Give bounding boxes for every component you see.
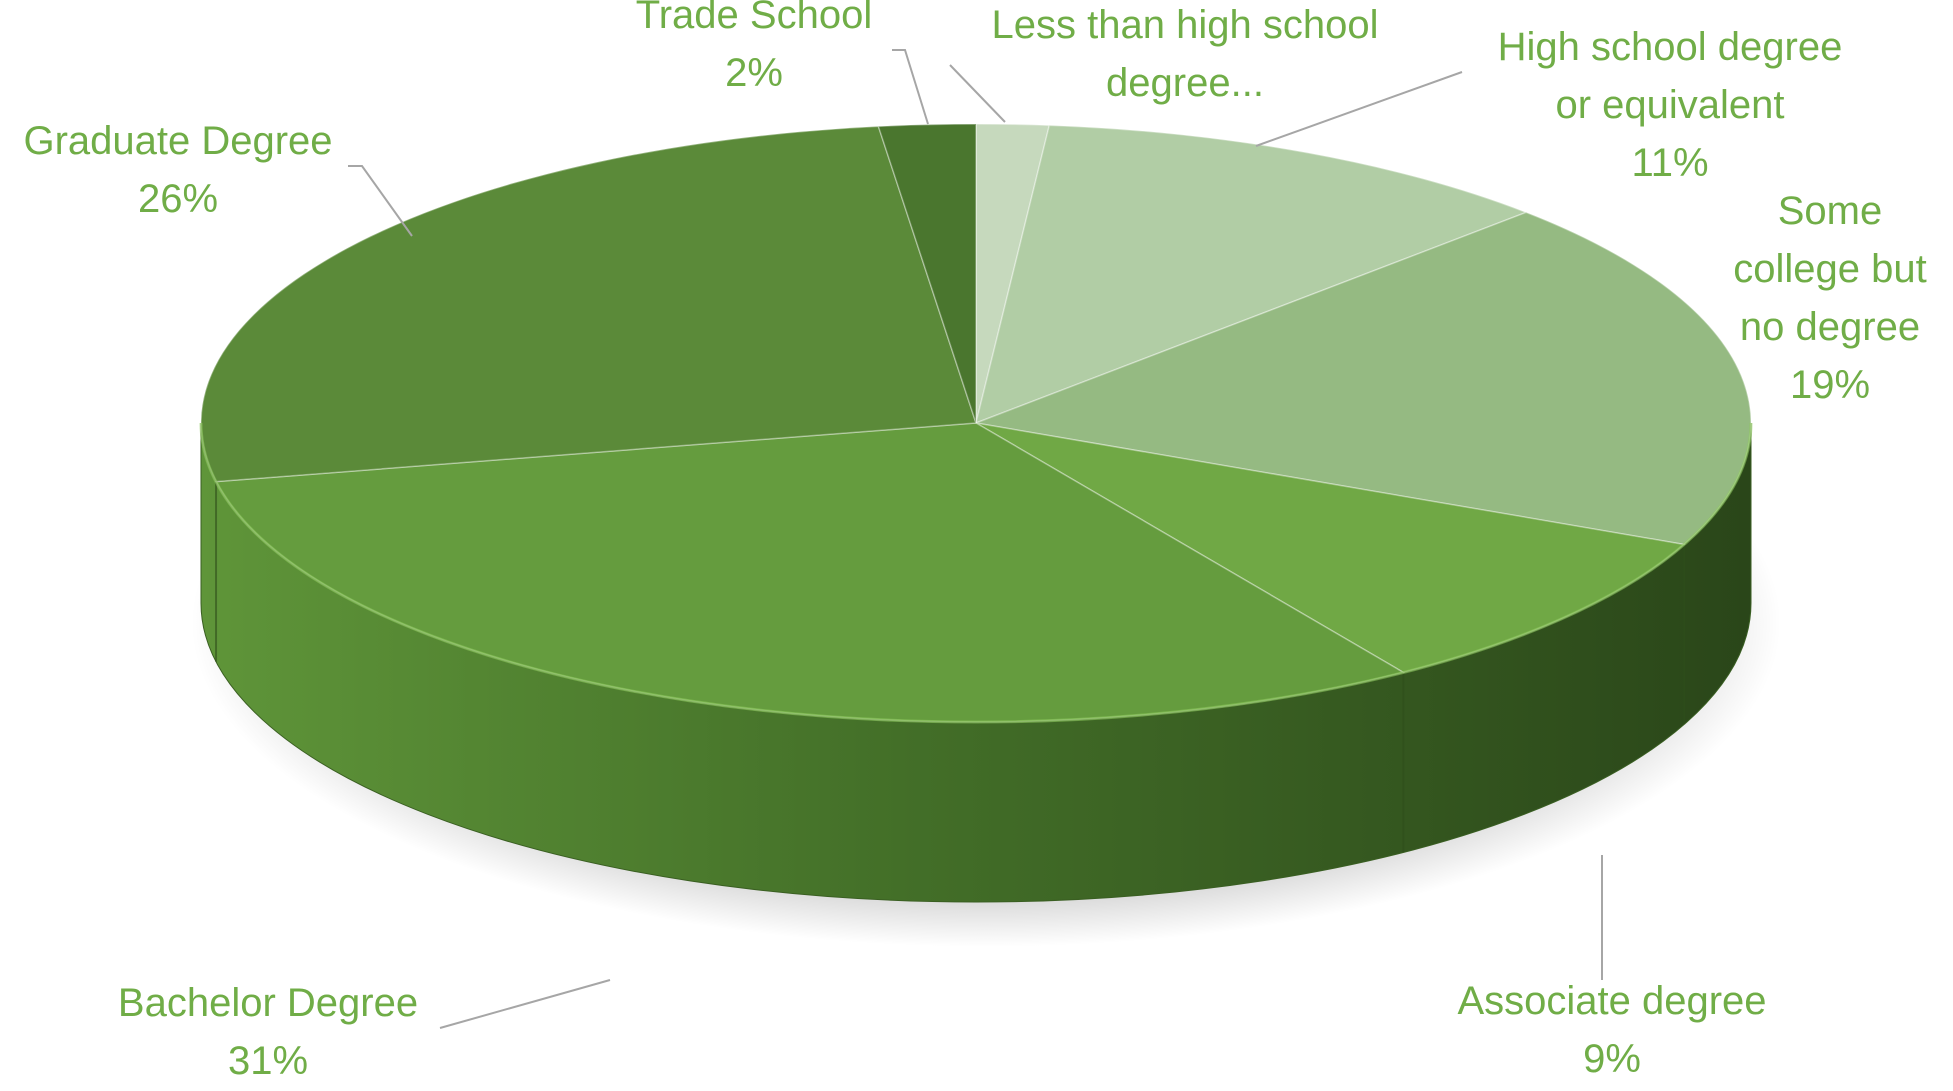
data-label-text: Bachelor Degree bbox=[118, 981, 418, 1025]
leader-line-trade-school bbox=[892, 49, 929, 125]
leader-line-graduate-degree bbox=[348, 165, 413, 237]
data-label-text: Associate degree bbox=[1457, 979, 1766, 1023]
leader-line-bachelor-degree bbox=[439, 979, 611, 1029]
data-label-text: college but bbox=[1733, 247, 1926, 291]
data-label-text: Graduate Degree bbox=[23, 119, 332, 163]
data-label-text: Some bbox=[1778, 189, 1883, 233]
data-label-text: Trade School bbox=[636, 0, 872, 37]
data-label-value: 9% bbox=[1583, 1037, 1641, 1081]
data-label-text: no degree bbox=[1740, 305, 1920, 349]
data-label-bachelor-degree: Bachelor Degree 31% bbox=[118, 981, 418, 1083]
leader-line-less-than-high-school-degree bbox=[949, 64, 1006, 123]
data-label-value: 2% bbox=[725, 51, 783, 95]
data-label-value: 26% bbox=[138, 177, 218, 221]
data-label-trade-school: Trade School 2% bbox=[636, 0, 872, 95]
data-label-value: 11% bbox=[1631, 141, 1708, 185]
data-label-text: High school degree bbox=[1498, 25, 1843, 69]
pie-rim-highlight bbox=[199, 422, 1753, 724]
data-label-associate-degree: Associate degree 9% bbox=[1457, 979, 1766, 1081]
pie-slice-trade-school bbox=[877, 123, 977, 424]
data-label-graduate-degree: Graduate Degree 26% bbox=[23, 119, 332, 221]
pie-slice-graduate-degree bbox=[200, 125, 978, 483]
pie-slice-high-school-degree-or-equivalent bbox=[974, 124, 1529, 425]
data-label-some-college-but-no-degree: Some college but no degree 19% bbox=[1733, 189, 1926, 407]
data-label-text: Less than high school bbox=[992, 3, 1379, 47]
data-label-text: degree... bbox=[1106, 61, 1264, 105]
pie-slice-less-than-high-school-degree bbox=[975, 123, 1051, 424]
data-label-less-than-high-school-degree: Less than high school degree... bbox=[992, 3, 1379, 105]
data-label-value: 19% bbox=[1790, 363, 1870, 407]
data-label-value: 31% bbox=[228, 1039, 308, 1083]
leader-line-high-school-degree-or-equivalent bbox=[1255, 71, 1463, 147]
data-label-text: or equivalent bbox=[1555, 83, 1784, 127]
data-label-high-school-degree-or-equivalent: High school degree or equivalent 11% bbox=[1498, 25, 1843, 185]
